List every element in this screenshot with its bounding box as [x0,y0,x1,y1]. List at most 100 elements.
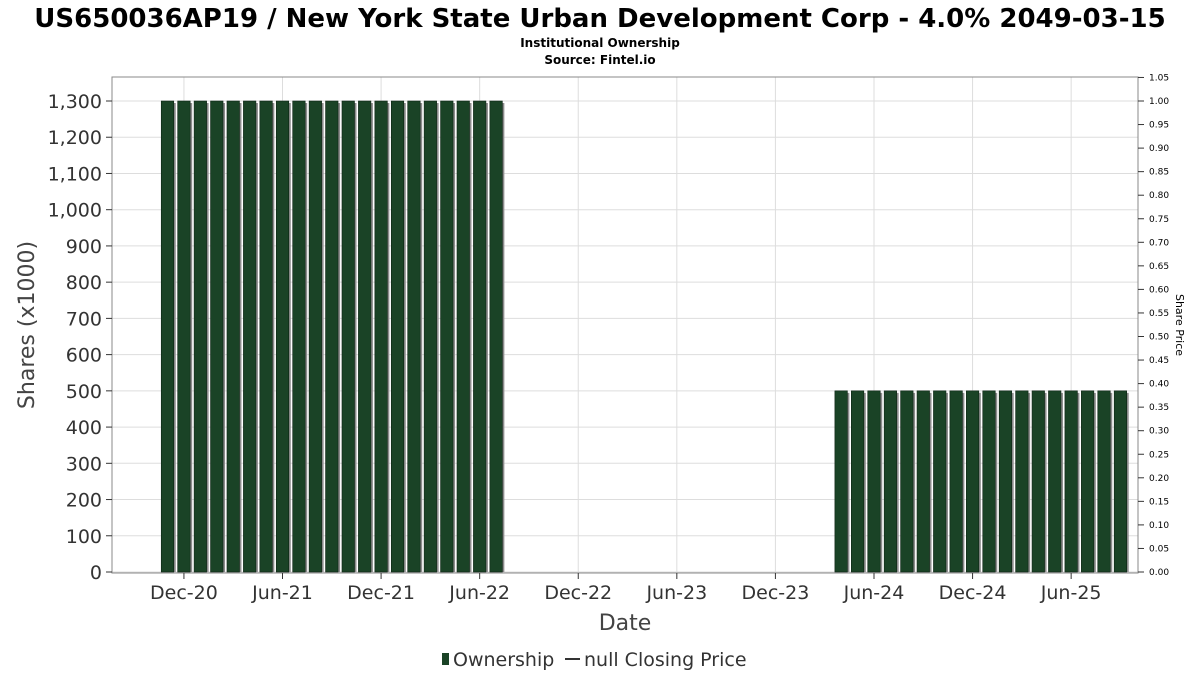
bar-body [177,100,191,573]
y2-tick-label: 0.70 [1149,238,1169,248]
bar-body [423,100,437,573]
x-tick-label: Dec-20 [150,582,218,604]
x-axis-title: Date [599,611,652,636]
x-tick-label: Jun-21 [251,582,313,604]
bar [966,390,981,573]
bar [982,390,998,573]
bar-body [407,100,421,573]
y-tick-label: 200 [66,490,102,512]
y-tick-label: 500 [66,381,102,403]
bar-body [374,100,388,573]
bar-body [933,390,947,573]
bar-body [160,100,175,573]
x-axis-ticks: Dec-20 Jun-21 Dec-21 Jun-22 Dec-22 Jun-23 Dec-… [150,573,1102,604]
bar [177,100,193,573]
bar [1113,390,1129,573]
bar [210,100,226,573]
bar-body [226,100,240,573]
bar-body [949,390,963,573]
y2-tick-label: 1.05 [1149,73,1169,83]
bar-body [900,390,914,573]
bar [390,100,406,573]
bar-body [390,100,405,573]
y-tick-label: 300 [66,453,102,475]
y-tick-label: 1,000 [48,200,102,222]
y2-tick-label: 0.35 [1149,403,1169,413]
bar [900,390,916,573]
bar-body [1081,390,1095,573]
y2-tick-label: 0.75 [1149,215,1169,225]
bar-body [1064,390,1078,573]
bar-body [210,100,224,573]
bar [226,100,242,573]
bar-body [834,390,848,573]
legend-ownership-label: Ownership [453,649,554,671]
y2-tick-label: 0.85 [1149,168,1169,178]
bar-body [243,100,257,573]
bar-body [1048,390,1062,573]
y-tick-label: 1,100 [48,163,102,185]
bar-body [851,390,865,573]
y2-tick-label: 0.45 [1149,356,1169,366]
bar [473,100,488,573]
y2-tick-label: 0.15 [1149,497,1169,507]
bar [243,100,258,573]
bar [834,390,850,573]
bar-body [308,100,322,573]
bar-body [998,390,1012,573]
bar-body [867,390,881,573]
legend-ownership-swatch [442,653,449,665]
bar [489,100,505,573]
bar [358,100,373,573]
x-tick-label: Jun-23 [645,582,707,604]
bar [949,390,965,573]
y2-tick-label: 1.00 [1149,97,1169,107]
y2-tick-label: 0.10 [1149,521,1169,531]
bar [1097,390,1113,573]
bar-body [883,390,897,573]
y2-axis-title: Share Price [1173,294,1186,356]
bar [160,100,176,573]
y2-tick-label: 0.00 [1149,568,1169,578]
y-axis-title: Shares (x1000) [15,241,40,409]
x-tick-label: Dec-22 [544,582,612,604]
bar [325,100,341,573]
bar [308,100,324,573]
x-tick-label: Dec-24 [939,582,1007,604]
bar-body [916,390,930,573]
bar-body [489,100,503,573]
bars-group [160,100,1129,573]
chart-title: US650036AP19 / New York State Urban Deve… [34,4,1165,34]
y2-tick-label: 0.05 [1149,544,1169,554]
bar-body [473,100,487,573]
chart-subtitle: Institutional Ownership [520,36,680,50]
chart-source: Source: Fintel.io [544,53,655,67]
bar [1064,390,1080,573]
x-tick-label: Jun-25 [1040,582,1102,604]
bar-body [1097,390,1111,573]
bar [374,100,390,573]
y2-tick-label: 0.80 [1149,191,1169,201]
bar [1081,390,1096,573]
bar [341,100,357,573]
bar [440,100,456,573]
y2-tick-label: 0.20 [1149,474,1169,484]
y-tick-label: 0 [90,562,102,584]
bar [851,390,866,573]
bar [292,100,308,573]
bar-body [275,100,290,573]
y-tick-label: 600 [66,345,102,367]
y-tick-label: 100 [66,526,102,548]
bar [1015,390,1031,573]
y2-tick-label: 0.60 [1149,285,1169,295]
bar [998,390,1014,573]
x-tick-label: Jun-22 [448,582,510,604]
bar-body [982,390,996,573]
bar [867,390,883,573]
y2-tick-label: 0.55 [1149,309,1169,319]
y2-tick-label: 0.25 [1149,450,1169,460]
y-tick-label: 1,200 [48,127,102,149]
legend-closing-price-label: null Closing Price [584,649,747,671]
y2-axis-ticks: 0.00 0.05 0.10 0.15 0.20 0.25 0.30 0.35 0.40 0.45… [1138,73,1169,578]
